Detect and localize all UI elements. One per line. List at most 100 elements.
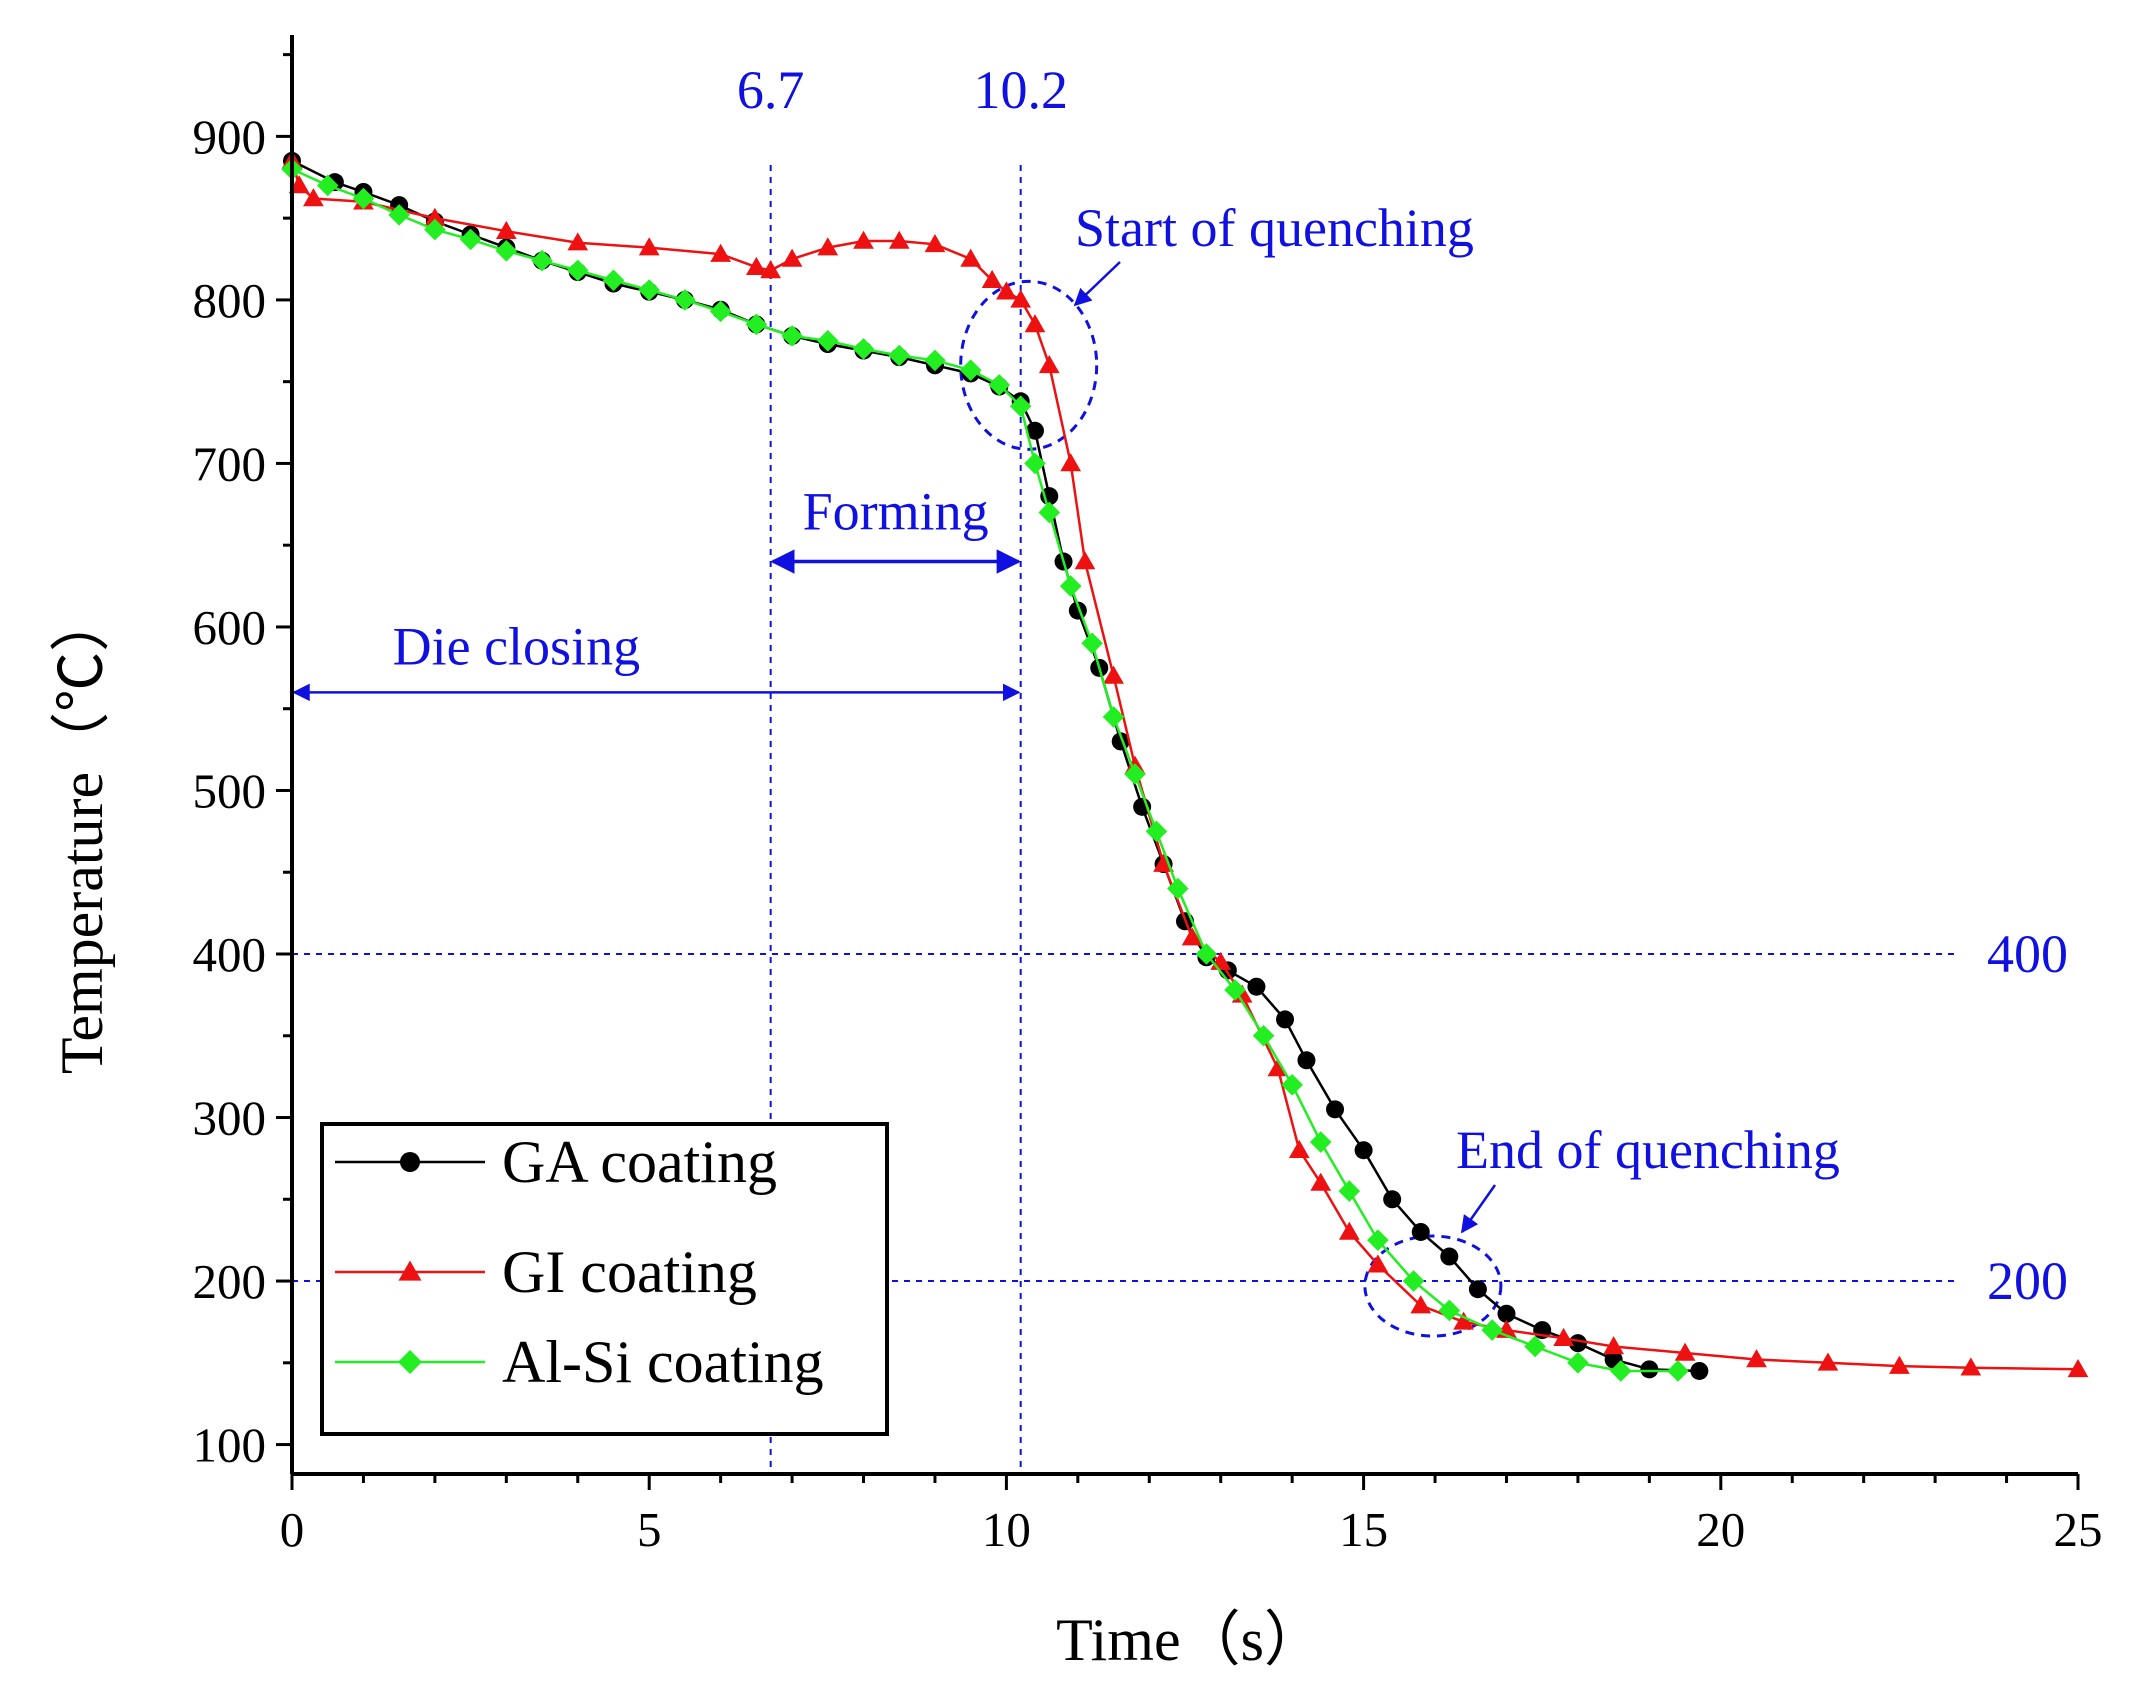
data-point (531, 249, 553, 272)
data-point (1889, 1355, 1910, 1374)
data-point (1674, 1342, 1696, 1361)
y-axis-title: Temperature（℃） (49, 592, 115, 1074)
start-quenching-label: Start of quenching (1075, 198, 1474, 258)
data-point (996, 281, 1017, 300)
vertical-ref-label: 6.7 (737, 60, 805, 120)
data-point (1453, 1311, 1474, 1330)
data-point (710, 243, 731, 262)
legend: GA coating GI coating Al-Si coating (320, 1122, 889, 1436)
y-tick-label: 100 (193, 1418, 267, 1473)
data-point (1124, 763, 1146, 785)
data-point (303, 188, 324, 207)
data-point (1354, 1141, 1373, 1160)
data-point (760, 260, 781, 279)
data-point (1326, 1100, 1345, 1119)
y-tick-label: 400 (193, 927, 267, 982)
data-point (1411, 1222, 1430, 1241)
data-point (1059, 575, 1082, 597)
data-point (745, 313, 768, 336)
data-point (709, 300, 732, 323)
data-point (638, 237, 660, 256)
data-point (924, 349, 946, 372)
data-point (781, 248, 803, 267)
data-point (316, 174, 339, 197)
horizontal-ref-label: 400 (1987, 924, 2068, 984)
data-point (888, 230, 910, 249)
data-point (1060, 453, 1082, 472)
data-point (1367, 1229, 1389, 1251)
data-point (1038, 501, 1061, 524)
data-point (1309, 1131, 1332, 1153)
data-point (1367, 1254, 1389, 1273)
x-tick-label: 5 (637, 1502, 662, 1557)
data-point (817, 237, 839, 256)
data-point (638, 279, 660, 301)
horizontal-ref-label: 200 (1987, 1251, 2068, 1311)
data-point (1195, 943, 1218, 965)
data-point (424, 207, 446, 226)
y-tick-label: 500 (193, 763, 267, 818)
data-point (1383, 1190, 1402, 1209)
legend-marker (398, 1260, 422, 1281)
data-point (852, 338, 875, 360)
data-point (960, 248, 982, 267)
legend-entry: GI coating (335, 1239, 757, 1305)
data-point (1310, 1172, 1332, 1191)
data-point (1690, 1361, 1709, 1380)
x-tick-label: 15 (1339, 1502, 1388, 1557)
end-quenching-pointer (1460, 1184, 1497, 1234)
data-point (1297, 1051, 1316, 1070)
data-point (1567, 1352, 1589, 1374)
data-point (1609, 1360, 1632, 1382)
data-point (602, 269, 625, 292)
data-point (388, 204, 410, 226)
data-point (1024, 452, 1046, 475)
data-point (1338, 1180, 1361, 1202)
data-point (1603, 1336, 1624, 1355)
data-point (1438, 1299, 1461, 1322)
legend-entry: Al-Si coating (335, 1329, 824, 1395)
data-point (888, 344, 911, 367)
legend-label: GA coating (502, 1129, 777, 1195)
data-point (495, 220, 517, 239)
start-quenching-circle (959, 279, 1099, 451)
data-point (352, 187, 375, 210)
data-point (459, 228, 482, 251)
data-point (566, 259, 589, 282)
y-tick-label: 300 (193, 1091, 267, 1146)
data-point (1267, 1058, 1289, 1077)
x-tick-label: 20 (1696, 1502, 1745, 1557)
legend-label: Al-Si coating (502, 1329, 824, 1395)
data-point (1074, 551, 1096, 570)
data-point (1281, 1074, 1303, 1096)
data-point (1038, 354, 1060, 374)
data-point (1440, 1247, 1459, 1266)
data-point (1468, 1280, 1487, 1299)
y-tick-label: 200 (193, 1254, 267, 1309)
data-point (1553, 1327, 1574, 1347)
data-point (781, 325, 803, 347)
data-point (1167, 877, 1189, 900)
data-point (1481, 1319, 1503, 1341)
vertical-ref-label: 10.2 (973, 60, 1068, 120)
legend-marker (400, 1152, 420, 1172)
axes: 100 200 300 400 500 600 700 800 900 0 5 10 15 20 25 (193, 35, 2103, 1557)
data-point (1081, 632, 1103, 655)
x-tick-label: 10 (982, 1502, 1031, 1557)
x-tick-label: 25 (2054, 1502, 2103, 1557)
data-point (1524, 1335, 1546, 1358)
legend-label: GI coating (502, 1239, 757, 1305)
data-point (1338, 1221, 1360, 1240)
data-point (1640, 1360, 1659, 1379)
data-point (1102, 706, 1125, 728)
data-point (1288, 1139, 1310, 1158)
data-point (1010, 289, 1032, 308)
y-tick-label: 800 (193, 273, 267, 328)
data-point (495, 240, 518, 262)
x-tick-label: 0 (280, 1502, 305, 1557)
y-tick-label: 900 (193, 109, 267, 164)
data-point (1410, 1295, 1432, 1314)
start-quenching-pointer (1073, 261, 1121, 307)
data-point (567, 232, 589, 251)
data-point (1960, 1357, 1982, 1376)
